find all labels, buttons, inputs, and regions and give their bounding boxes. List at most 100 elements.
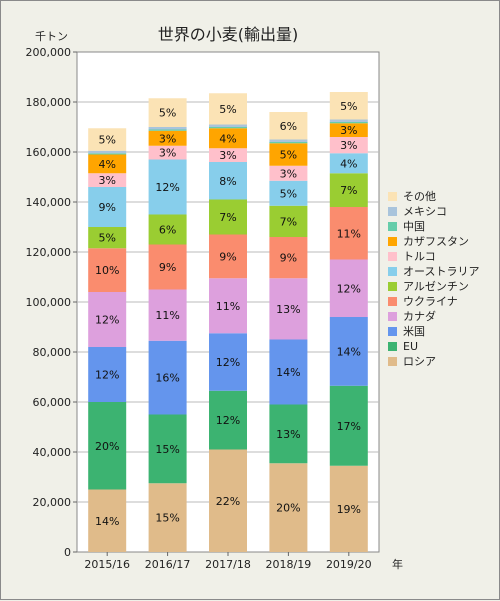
bar-segment-label: 12% — [337, 282, 361, 295]
bar-segment — [329, 317, 368, 386]
bar-segment-label: 4% — [219, 132, 236, 145]
bar-segment-label: 22% — [216, 495, 240, 508]
bar-segment-label: 9% — [219, 250, 236, 263]
bar-segment — [269, 112, 308, 140]
legend-swatch — [388, 192, 397, 201]
bar-segment — [209, 93, 247, 125]
legend-entry: トルコ — [403, 250, 436, 263]
bar-segment — [148, 130, 187, 146]
bar-segment-label: 9% — [98, 201, 115, 214]
bar-segment — [329, 122, 368, 124]
bar-segment — [88, 402, 127, 490]
bar-segment — [329, 137, 368, 154]
bar-segment — [329, 119, 368, 122]
legend-entry: ロシア — [403, 355, 436, 368]
bar-segment — [269, 463, 308, 552]
bar-segment — [148, 129, 187, 131]
bar-segment-label: 5% — [280, 187, 297, 200]
y-axis-ticks: 0 20,000 40,000 60,000 80,000 100,000 120,000 1… — [26, 46, 77, 559]
bar-segment-label: 5% — [159, 107, 176, 120]
y-tick-label: 80,000 — [33, 346, 72, 359]
bar-segment-label: 3% — [280, 167, 297, 180]
bar-segment — [88, 248, 127, 292]
legend-swatch — [388, 207, 397, 216]
bar-segment-label: 12% — [216, 356, 240, 369]
legend-entry: 米国 — [403, 325, 425, 338]
y-tick-label: 60,000 — [33, 396, 72, 409]
bar-segment — [269, 404, 308, 464]
bar-segment-label: 5% — [280, 149, 297, 162]
legend-entry: アルゼンチン — [403, 280, 469, 293]
bar-segment — [148, 145, 187, 160]
x-axis-ticks: 2015/16 2016/17 2017/18 2018/19 2019/20 — [84, 552, 372, 571]
bar-segment — [148, 340, 187, 415]
bar-segment — [148, 159, 187, 215]
bar-segment — [329, 259, 368, 317]
bar-segment-label: 4% — [98, 158, 115, 171]
bar-segment-label: 7% — [280, 215, 297, 228]
x-tick-label: 2015/16 — [84, 558, 130, 571]
legend-entry: 中国 — [403, 220, 425, 233]
bar-segment — [209, 199, 247, 235]
legend-swatch — [388, 327, 397, 336]
bar-segment — [88, 150, 127, 154]
bar-segment — [88, 128, 127, 151]
bar-segment — [209, 390, 247, 450]
bar-segment — [269, 237, 308, 279]
bar-segment-label: 7% — [340, 184, 357, 197]
bar-segment-label: 19% — [337, 503, 361, 516]
bar-segment-label: 6% — [280, 120, 297, 133]
chart-title: 世界の小麦(輸出量) — [158, 25, 299, 44]
bar-segment — [329, 173, 368, 207]
legend-swatch — [388, 357, 397, 366]
bar-segment-label: 13% — [276, 428, 300, 441]
legend-swatch — [388, 342, 397, 351]
bar-segment-label: 13% — [276, 303, 300, 316]
y-tick-label: 140,000 — [26, 196, 72, 209]
bar-segment — [209, 127, 247, 129]
bar-segment-label: 20% — [95, 440, 119, 453]
bar-segment — [88, 347, 127, 402]
y-tick-label: 100,000 — [26, 296, 72, 309]
x-axis-unit-label: 年 — [392, 557, 403, 571]
legend-swatch — [388, 282, 397, 291]
bar-segment — [88, 489, 127, 552]
bar-segment-label: 8% — [219, 175, 236, 188]
bar-segment-label: 15% — [155, 443, 179, 456]
bar-segment-label: 15% — [155, 512, 179, 525]
bar-segment — [269, 143, 308, 166]
bar-segment — [148, 127, 187, 130]
bar-segment-label: 11% — [337, 227, 361, 240]
y-tick-label: 120,000 — [26, 246, 72, 259]
bar-segment — [269, 205, 308, 237]
bar-segment — [329, 153, 368, 174]
bar-segment — [148, 244, 187, 290]
legend-swatch — [388, 222, 397, 231]
bar-segment — [88, 292, 127, 347]
bar-segment — [269, 278, 308, 340]
bar-segment-label: 3% — [340, 139, 357, 152]
bar-segment-label: 20% — [276, 502, 300, 515]
bar-segment — [269, 339, 308, 405]
bar-segment — [329, 92, 368, 120]
legend-swatch — [388, 297, 397, 306]
bar-segment-label: 9% — [280, 252, 297, 265]
bar-segment-label: 16% — [155, 372, 179, 385]
bar-segment — [88, 227, 127, 249]
bar-segment-label: 5% — [98, 232, 115, 245]
bar-segment — [269, 139, 308, 142]
bar-segment — [329, 123, 368, 137]
bar-segment — [88, 153, 127, 155]
legend-entry: ウクライナ — [403, 295, 458, 308]
y-tick-label: 40,000 — [33, 446, 72, 459]
bar-segment-label: 12% — [95, 369, 119, 382]
bar-segment-label: 12% — [216, 414, 240, 427]
bar-segment-label: 12% — [95, 314, 119, 327]
legend-swatch — [388, 267, 397, 276]
bar-segment — [209, 128, 247, 149]
bar-segment-label: 7% — [219, 211, 236, 224]
legend-entry: カザフスタン — [403, 235, 469, 248]
bar-segment — [329, 465, 368, 552]
bar-segment-label: 5% — [98, 134, 115, 147]
legend-swatch — [388, 237, 397, 246]
